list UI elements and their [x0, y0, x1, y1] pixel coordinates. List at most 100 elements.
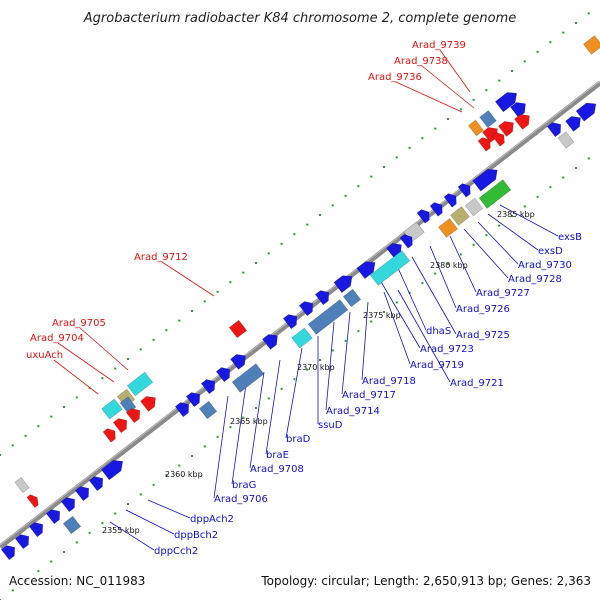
- gene-label: Arad_9726: [456, 304, 510, 315]
- gene-features: [0, 35, 600, 561]
- label-connector: [383, 291, 411, 365]
- gene-feature: [438, 218, 458, 238]
- gene-label: Arad_9721: [450, 378, 504, 389]
- gene-feature: [74, 486, 90, 502]
- gc-dot-outer: [536, 50, 539, 53]
- gene-label: Arad_9727: [476, 288, 530, 299]
- gc-dot-inner: [549, 186, 552, 189]
- gene-feature: [140, 396, 156, 412]
- label-connector: [161, 261, 215, 297]
- gene-label: Arad_9738: [394, 56, 448, 67]
- gene-feature: [262, 334, 278, 350]
- gene-feature: [228, 319, 248, 339]
- gene-label: Arad_9717: [342, 390, 396, 401]
- gene-feature: [510, 102, 526, 118]
- gene-label: Arad_9718: [362, 376, 416, 387]
- gc-dot-outer: [267, 252, 270, 255]
- gene-feature: [60, 497, 76, 513]
- gene-label: Arad_9723: [420, 344, 474, 355]
- gc-dot-outer: [408, 146, 411, 149]
- gene-label: Arad_9712: [134, 252, 188, 263]
- gc-dot-inner: [37, 570, 40, 573]
- gc-dot-inner: [229, 426, 232, 429]
- label-connector: [379, 279, 421, 349]
- gene-label: Arad_9708: [250, 464, 304, 475]
- scale-ticks: 2355 kbp 2360 kbp 2365 kbp 2370 kbp 2375 kbp…: [102, 210, 535, 535]
- gene-feature: [125, 408, 141, 424]
- label-connectors: [53, 49, 559, 551]
- label-connector: [421, 65, 475, 109]
- gc-dot-inner: [242, 416, 245, 419]
- gc-dot-outer: [229, 281, 232, 284]
- gene-label: Arad_9739: [412, 40, 466, 51]
- gc-dot-inner: [75, 541, 78, 544]
- gene-feature: [200, 379, 216, 395]
- label-connector: [325, 321, 335, 411]
- gene-feature: [575, 102, 597, 122]
- gene-feature: [282, 314, 298, 330]
- gene-feature: [126, 371, 154, 397]
- gene-feature: [101, 398, 123, 420]
- gene-feature: [356, 261, 376, 280]
- gc-dot-outer: [280, 242, 283, 245]
- gc-dot-outer: [75, 396, 78, 399]
- label-connector: [53, 359, 99, 395]
- gene-feature: [478, 179, 512, 209]
- gc-dot-inner: [101, 522, 104, 525]
- label-connector: [265, 359, 281, 455]
- gene-feature: [231, 363, 265, 393]
- label-connector: [231, 383, 247, 485]
- gene-feature: [477, 137, 491, 152]
- gc-dot-inner: [319, 359, 321, 361]
- gc-dot-outer: [447, 118, 449, 120]
- label-connector: [79, 327, 129, 371]
- gc-dot-outer: [344, 194, 347, 197]
- gene-label: Arad_9719: [410, 360, 464, 371]
- gc-dot-inner: [331, 349, 334, 352]
- label-connector: [487, 213, 539, 251]
- gc-dot-outer: [357, 185, 360, 188]
- gene-feature: [26, 494, 39, 509]
- gc-dot-outer: [63, 406, 65, 408]
- gene-feature: [45, 509, 61, 525]
- gc-dot-inner: [11, 589, 14, 592]
- gc-dot-inner: [88, 531, 91, 534]
- gene-label: dppAch2: [190, 514, 234, 525]
- gc-dot-outer: [191, 310, 193, 312]
- gc-dot-outer: [0, 454, 1, 456]
- gc-dot-inner: [395, 301, 398, 304]
- gene-feature: [416, 209, 430, 224]
- gc-dot-outer: [370, 175, 373, 178]
- gene-feature: [102, 428, 116, 443]
- label-connector: [397, 289, 451, 383]
- gc-dot-inner: [24, 579, 27, 582]
- gene-feature: [174, 402, 190, 418]
- gene-feature: [198, 400, 218, 420]
- gc-dot-inner: [421, 282, 424, 285]
- gene-label: braD: [286, 434, 311, 445]
- gene-feature: [443, 193, 457, 208]
- gene-label: dppBch2: [174, 530, 218, 541]
- gc-dot-inner: [152, 483, 155, 486]
- label-connector: [341, 311, 351, 395]
- gc-dot-inner: [587, 157, 590, 160]
- gc-dot-outer: [114, 367, 117, 370]
- gc-dot-inner: [536, 195, 539, 198]
- gene-label: Arad_9728: [508, 274, 562, 285]
- gene-feature: [472, 168, 498, 192]
- gene-label: Arad_9706: [214, 494, 268, 505]
- gene-label: Arad_9705: [52, 318, 106, 329]
- gene-label: Arad_9730: [518, 260, 572, 271]
- gc-dot-inner: [50, 560, 53, 563]
- gene-feature: [464, 197, 484, 217]
- gene-feature: [307, 299, 349, 335]
- gene-label: Arad_9714: [326, 406, 380, 417]
- label-connector: [463, 228, 509, 279]
- gc-dot-inner: [203, 445, 206, 448]
- gc-dot-inner: [575, 167, 577, 169]
- label-connector: [57, 342, 115, 383]
- gc-dot-inner: [127, 503, 129, 505]
- gene-label: Arad_9725: [456, 330, 510, 341]
- scale-label: 2365 kbp: [230, 417, 268, 426]
